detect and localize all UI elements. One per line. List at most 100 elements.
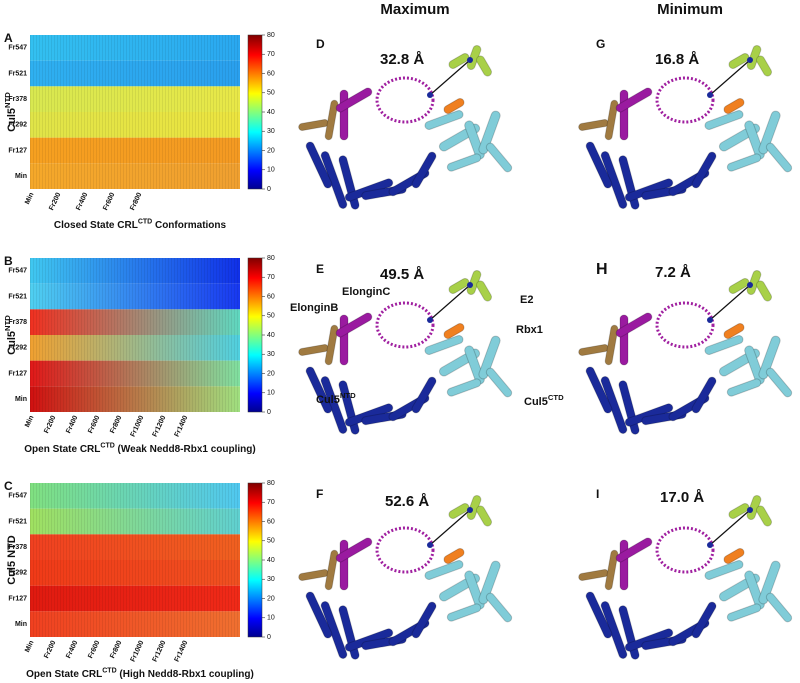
atom	[467, 282, 473, 288]
column-header: Minimum	[657, 1, 723, 18]
panel-label: I	[596, 487, 599, 501]
x-tick-label: Fr800	[109, 640, 123, 660]
y-axis-title-sup: NTD	[3, 315, 12, 331]
colorbar-tick-label: 20	[267, 147, 275, 154]
elongin-c	[655, 301, 715, 349]
annotation: E2	[520, 294, 533, 306]
x-tick-label: Min	[24, 415, 35, 429]
helix	[335, 87, 373, 113]
atom	[427, 542, 433, 548]
panel-label: D	[316, 37, 325, 51]
heatmap-texture	[30, 258, 240, 412]
helix	[443, 323, 465, 339]
y-axis-title: Cul5NTD	[3, 315, 18, 355]
colorbar	[247, 482, 263, 638]
row-label: Fr127	[8, 370, 27, 377]
distance-line	[709, 509, 751, 546]
panel-label: E	[316, 262, 324, 276]
colorbar-tick-label: 70	[267, 51, 275, 58]
helix	[585, 141, 613, 189]
helix	[756, 505, 772, 527]
colorbar-tick-label: 80	[267, 32, 275, 39]
helix	[728, 53, 750, 69]
elongin-c	[375, 526, 435, 574]
atom	[427, 92, 433, 98]
atom	[747, 57, 753, 63]
colorbar-tick-label: 70	[267, 499, 275, 506]
x-tick-label: Fr400	[65, 640, 79, 660]
colorbar-tick-label: 50	[267, 313, 275, 320]
helix	[723, 98, 745, 114]
distance-label: 52.6 Å	[385, 493, 429, 510]
panel-label: C	[4, 479, 13, 493]
row-label: Fr292	[8, 345, 27, 352]
helix	[339, 89, 349, 141]
helix	[723, 548, 745, 564]
helix	[298, 119, 329, 131]
helix	[443, 98, 465, 114]
helix	[578, 119, 609, 131]
y-axis-title: Cul5NTD	[3, 92, 18, 132]
helix	[478, 110, 501, 155]
annotation: Rbx1	[516, 324, 543, 336]
caption-post: (Weak Nedd8-Rbx1 coupling)	[115, 444, 256, 455]
x-tick-label: Fr800	[109, 415, 123, 435]
row-label: Fr521	[8, 518, 27, 525]
atom	[707, 542, 713, 548]
helix	[604, 549, 619, 591]
helix	[478, 335, 501, 380]
helix	[765, 142, 793, 173]
x-tick-label: Fr1400	[174, 640, 190, 664]
colorbar-tick-label: 10	[267, 390, 275, 397]
atom	[427, 317, 433, 323]
caption: Open State CRLCTD (High Nedd8-Rbx1 coupl…	[26, 667, 254, 679]
panel-label: B	[4, 254, 13, 268]
colorbar	[247, 34, 263, 190]
distance-label: 49.5 Å	[380, 266, 424, 283]
helix	[448, 278, 470, 294]
colorbar	[247, 257, 263, 413]
x-tick-label: Fr200	[43, 415, 57, 435]
helix	[726, 378, 762, 397]
colorbar-tick-label: 20	[267, 595, 275, 602]
helix	[756, 55, 772, 77]
x-tick-label: Fr1000	[130, 640, 146, 664]
colorbar-tick-label: 60	[267, 70, 275, 77]
x-tick-label: Fr1200	[152, 640, 168, 664]
helix	[298, 344, 329, 356]
x-tick-label: Fr800	[129, 192, 143, 212]
row-label: Fr378	[8, 319, 27, 326]
helix	[726, 153, 762, 172]
helix	[424, 110, 464, 130]
helix	[335, 537, 373, 563]
helix	[578, 344, 609, 356]
helix	[448, 503, 470, 519]
helix	[305, 366, 333, 414]
caption-post: (High Nedd8-Rbx1 coupling)	[117, 669, 254, 680]
caption-main: Closed State CRL	[54, 220, 138, 231]
caption: Open State CRLCTD (Weak Nedd8-Rbx1 coupl…	[24, 442, 255, 454]
helix	[305, 591, 333, 639]
distance-label: 16.8 Å	[655, 51, 699, 68]
x-tick-label: Fr400	[75, 192, 89, 212]
row-label: Fr378	[8, 96, 27, 103]
colorbar-tick-label: 40	[267, 332, 275, 339]
colorbar-tick-label: 20	[267, 370, 275, 377]
x-tick-label: Min	[24, 192, 35, 206]
caption: Closed State CRLCTD Conformations	[54, 218, 227, 230]
colorbar-tick-label: 70	[267, 274, 275, 281]
colorbar-tick-label: 60	[267, 518, 275, 525]
row-label: Fr292	[8, 570, 27, 577]
helix	[726, 603, 762, 622]
atom	[467, 57, 473, 63]
helix	[476, 280, 492, 302]
row-label: Min	[15, 621, 27, 628]
row-label: Fr127	[8, 595, 27, 602]
row-label: Fr521	[8, 70, 27, 77]
helix	[324, 324, 339, 366]
colorbar-tick-label: 10	[267, 167, 275, 174]
helix	[758, 560, 781, 605]
caption-sup: CTD	[102, 667, 116, 674]
x-tick-label: Min	[24, 640, 35, 654]
elongin-c	[655, 526, 715, 574]
